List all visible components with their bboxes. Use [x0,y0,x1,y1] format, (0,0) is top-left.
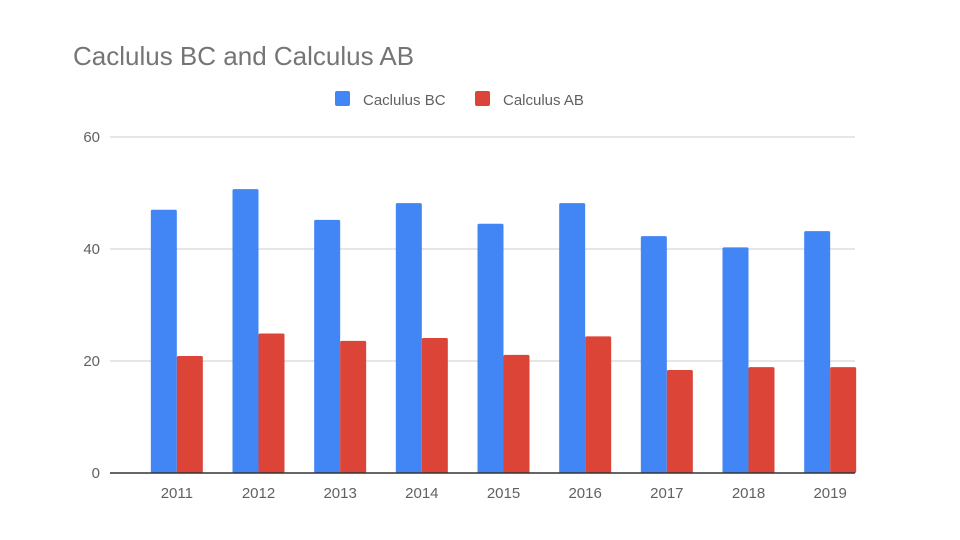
bar-ab-2016 [585,336,612,473]
bar-ab-2017 [666,369,693,473]
x-tick-label: 2019 [813,485,846,502]
legend-swatch-ab [475,91,490,106]
bar-ab-2011 [176,355,203,473]
x-tick-label: 2018 [732,485,765,502]
bar-bc-2019 [804,231,831,473]
bar-bc-2016 [559,203,586,473]
bar-bc-2015 [477,223,504,473]
legend: Caclulus BC Calculus AB [335,91,584,109]
bar-bc-2018 [722,247,749,473]
legend-swatch-bc [335,91,350,106]
y-tick-label: 0 [92,465,100,482]
x-tick-label: 2012 [242,485,275,502]
bar-ab-2015 [503,354,530,473]
bar-bc-2012 [232,189,259,473]
legend-label-bc: Caclulus BC [363,92,446,109]
x-tick-label: 2011 [161,485,193,502]
bars [150,189,857,474]
y-tick-label: 20 [83,353,100,370]
bar-ab-2014 [421,338,448,473]
x-tick-label: 2014 [405,485,438,502]
bar-ab-2012 [258,333,285,473]
y-axis-ticks: 0 20 40 60 [83,129,100,482]
bar-bc-2017 [640,236,667,473]
x-tick-label: 2016 [568,485,601,502]
legend-label-ab: Calculus AB [503,92,584,109]
bar-bc-2013 [314,219,341,473]
x-axis-ticks: 2011 2012 2013 2014 2015 2016 2017 2018 2019 [161,485,847,502]
y-tick-label: 60 [83,129,100,146]
x-tick-label: 2015 [487,485,520,502]
bar-ab-2013 [340,340,367,473]
bar-bc-2011 [150,209,177,474]
bar-ab-2019 [830,367,857,473]
bar-ab-2018 [748,367,775,473]
bar-bc-2014 [395,203,422,473]
x-tick-label: 2017 [650,485,683,502]
y-tick-label: 40 [83,241,100,258]
x-tick-label: 2013 [323,485,356,502]
chart-title: Caclulus BC and Calculus AB [73,41,414,71]
